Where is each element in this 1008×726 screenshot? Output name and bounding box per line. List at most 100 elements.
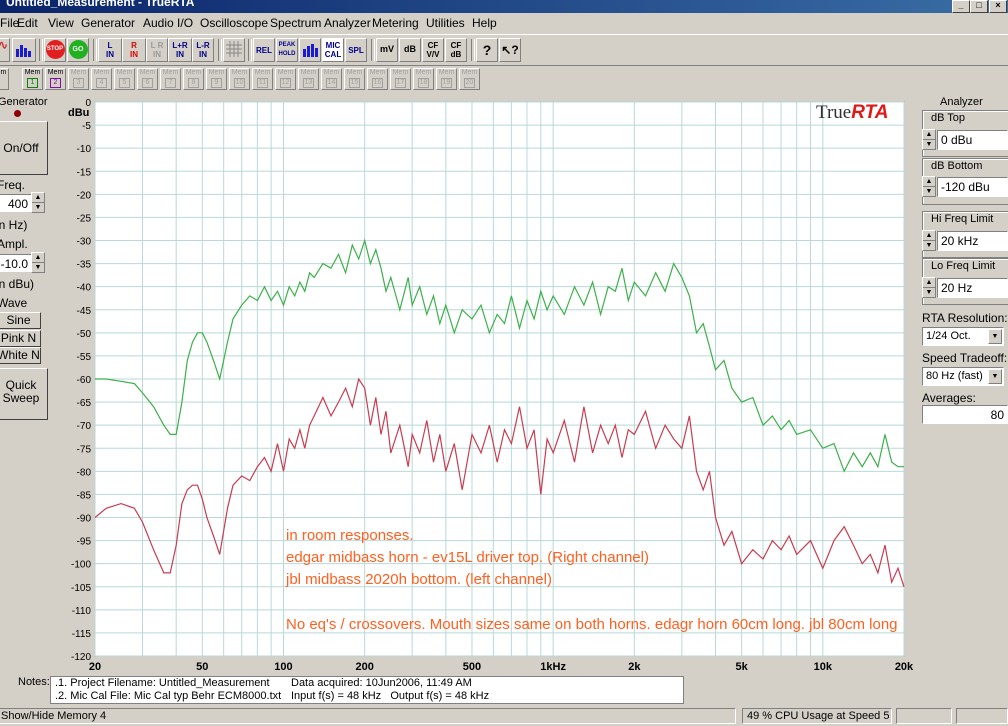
memory-slot-18[interactable]: Mem 18 [413, 68, 434, 90]
menu-oscilloscope[interactable]: Oscilloscope [200, 16, 269, 30]
help-icon[interactable]: ? [476, 38, 498, 62]
rta-resolution-select[interactable]: 1/24 Oct. ▼ [922, 327, 1004, 346]
series-line-2 [94, 377, 905, 587]
l-in-button[interactable]: L IN [98, 38, 122, 62]
mic-cal-button[interactable]: MIC CAL [322, 38, 344, 62]
menu-utilities[interactable]: Utilities [426, 16, 465, 30]
memory-slot-2[interactable]: Mem 2 [45, 68, 66, 90]
peak-hold-button[interactable]: PEAK HOLD [276, 38, 298, 62]
arrow-down-icon[interactable]: ▼ [925, 140, 933, 148]
close-button[interactable]: × [989, 0, 1007, 13]
arrow-up-icon[interactable]: ▲ [32, 253, 44, 263]
l-minus-r-in-button[interactable]: L-R IN [192, 38, 214, 62]
y-tick-label: -35 [77, 260, 92, 271]
db-button[interactable]: dB [399, 38, 421, 62]
db-bottom-field[interactable]: -120 dBu [937, 177, 1008, 197]
db-top-stepper[interactable]: ▲ ▼ [922, 129, 936, 150]
menu-metering[interactable]: Metering [372, 16, 419, 30]
l-plus-r-in-button[interactable]: L+R IN [168, 38, 192, 62]
white-noise-button[interactable]: White N [0, 347, 41, 364]
generator-led-icon [14, 110, 21, 117]
menu-spectrum-analyzer[interactable]: Spectrum Analyzer [270, 16, 371, 30]
lr-in-button[interactable]: L R IN [146, 38, 168, 62]
memory-slot-13[interactable]: Mem 13 [298, 68, 319, 90]
menu-audio-io[interactable]: Audio I/O [143, 16, 194, 30]
memory-slot-11[interactable]: Mem 11 [252, 68, 273, 90]
hi-freq-stepper[interactable]: ▲ ▼ [922, 230, 936, 251]
menu-help[interactable]: Help [472, 16, 497, 30]
menu-file[interactable]: File [0, 16, 20, 30]
spectrum-icon[interactable] [12, 38, 36, 62]
arrow-down-icon[interactable]: ▼ [925, 241, 933, 249]
memory-slot-5[interactable]: Mem 5 [114, 68, 135, 90]
arrow-up-icon[interactable]: ▲ [32, 193, 44, 203]
arrow-up-icon[interactable]: ▲ [923, 278, 935, 288]
memory-slot-20[interactable]: Mem 20 [459, 68, 480, 90]
menu-view[interactable]: View [48, 16, 74, 30]
arrow-down-icon[interactable]: ▼ [34, 263, 42, 271]
arrow-up-icon[interactable]: ▲ [923, 177, 935, 187]
arrow-up-icon[interactable]: ▲ [923, 130, 935, 140]
y-tick-label: -105 [71, 583, 91, 594]
lo-freq-stepper[interactable]: ▲ ▼ [922, 277, 936, 298]
hi-freq-field[interactable]: 20 kHz [937, 231, 1008, 251]
memory-slot-17[interactable]: Mem 17 [390, 68, 411, 90]
lo-freq-field[interactable]: 20 Hz [937, 278, 1008, 298]
memory-slot-14[interactable]: Mem 14 [321, 68, 342, 90]
db-top-field[interactable]: 0 dBu [937, 130, 1008, 150]
stop-button[interactable]: STOP [44, 38, 66, 62]
r-in-button[interactable]: R IN [122, 38, 146, 62]
memory-slot-19[interactable]: Mem 19 [436, 68, 457, 90]
memory-slot-7[interactable]: Mem 7 [160, 68, 181, 90]
memory-slot-9[interactable]: Mem 9 [206, 68, 227, 90]
arrow-down-icon[interactable]: ▼ [34, 203, 42, 211]
mv-button[interactable]: mV [376, 38, 398, 62]
memory-slot-10[interactable]: Mem 10 [229, 68, 250, 90]
memory-slot-16[interactable]: Mem 16 [367, 68, 388, 90]
memory-slot-15[interactable]: Mem 15 [344, 68, 365, 90]
memory-slot-12[interactable]: Mem 12 [275, 68, 296, 90]
arrow-up-icon[interactable]: ▲ [923, 231, 935, 241]
averages-field[interactable]: 80 [922, 405, 1008, 424]
chevron-down-icon[interactable]: ▼ [988, 369, 1002, 384]
bars-icon [16, 45, 31, 57]
sine-icon[interactable]: ∿ [0, 38, 10, 62]
db-bottom-stepper[interactable]: ▲ ▼ [922, 176, 936, 197]
minimize-button[interactable]: _ [952, 0, 970, 13]
arrow-down-icon[interactable]: ▼ [925, 187, 933, 195]
memory-slot-label: Mem [162, 69, 179, 76]
memory-slot-1[interactable]: Mem 1 [22, 68, 43, 90]
bar-graph-button[interactable] [299, 38, 321, 62]
freq-unit: (in Hz) [0, 218, 28, 232]
chevron-down-icon[interactable]: ▼ [988, 329, 1002, 344]
notes-box[interactable]: .1. Project Filename: Untitled_Measureme… [50, 676, 684, 704]
go-button[interactable]: GO [67, 38, 89, 62]
freq-stepper[interactable]: ▲ ▼ [31, 192, 45, 213]
memory-slot-partial[interactable]: Mem [0, 68, 9, 90]
quick-sweep-button[interactable]: Quick Sweep [0, 368, 48, 420]
sine-button[interactable]: Sine [0, 312, 41, 329]
context-help-icon[interactable]: ↖? [499, 38, 521, 62]
menu-edit[interactable]: Edit [17, 16, 38, 30]
speed-tradeoff-select[interactable]: 80 Hz (fast) ▼ [922, 367, 1004, 386]
spl-button[interactable]: SPL [345, 38, 367, 62]
x-tick-label: 200 [355, 661, 373, 673]
grid-button[interactable] [223, 38, 245, 62]
cf-vv-button[interactable]: CF V/V [422, 38, 444, 62]
ampl-stepper[interactable]: ▲ ▼ [31, 252, 45, 273]
memory-slot-6[interactable]: Mem 6 [137, 68, 158, 90]
memory-slot-8[interactable]: Mem 8 [183, 68, 204, 90]
memory-slot-3[interactable]: Mem 3 [68, 68, 89, 90]
arrow-down-icon[interactable]: ▼ [925, 288, 933, 296]
cf-db-button[interactable]: CF dB [445, 38, 467, 62]
pink-noise-button[interactable]: Pink N [0, 330, 41, 347]
rel-button[interactable]: REL [253, 38, 275, 62]
ampl-field[interactable]: -10.0 [0, 254, 32, 272]
rta-graph[interactable]: 0 -5 -10 -15 -20 -25 -30 -35 -40 -45 -50 -55 -60 -65 -… [66, 94, 917, 676]
on-off-button[interactable]: On/Off [0, 121, 48, 175]
menu-generator[interactable]: Generator [81, 16, 136, 30]
maximize-button[interactable]: □ [970, 0, 988, 13]
freq-field[interactable]: 400 [0, 194, 32, 212]
memory-slot-number: 11 [257, 78, 268, 88]
memory-slot-4[interactable]: Mem 4 [91, 68, 112, 90]
